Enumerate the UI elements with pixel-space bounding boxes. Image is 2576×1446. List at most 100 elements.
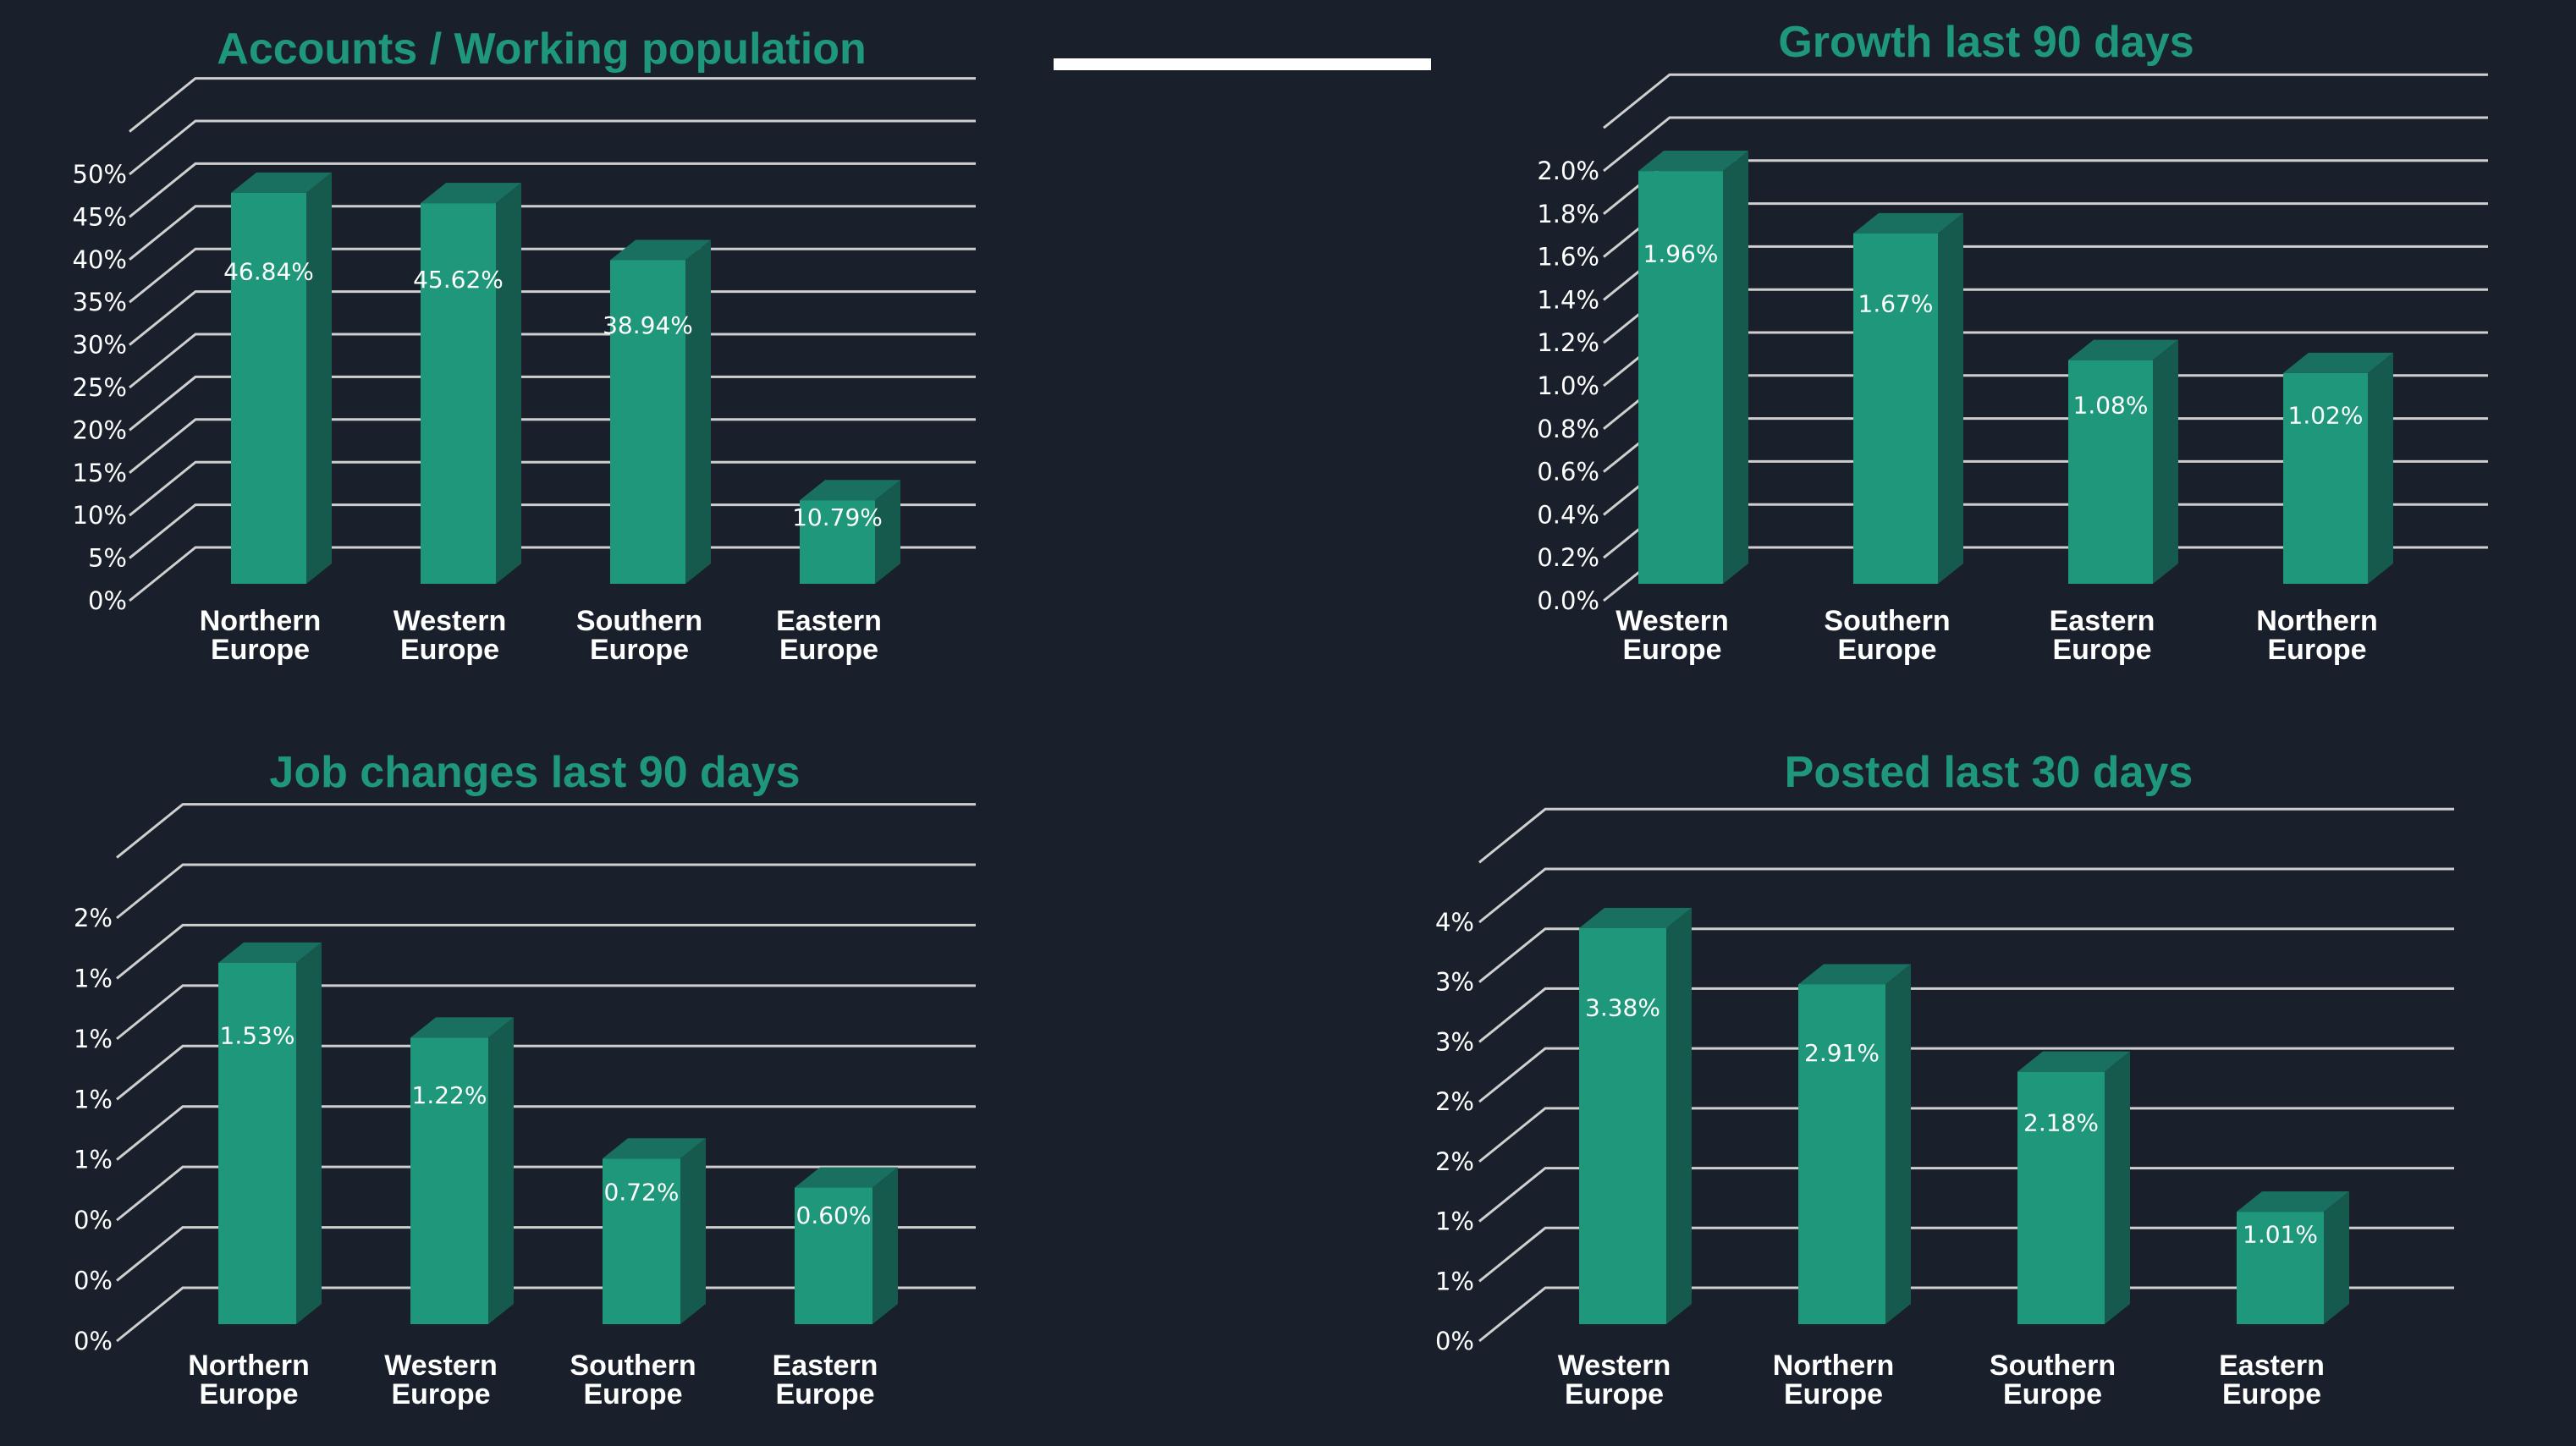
y-tick-label: 0%	[74, 1327, 113, 1355]
bar-front-face	[800, 500, 875, 584]
x-category-label: Europe	[775, 1378, 874, 1410]
chart-title: Accounts / Working population	[217, 25, 866, 74]
x-category-label: Europe	[1622, 634, 1721, 666]
bar-top-face	[421, 183, 521, 204]
gridline	[116, 1286, 976, 1343]
bar-side-face	[1885, 964, 1911, 1324]
gridline	[129, 162, 976, 218]
data-label: 1.53%	[220, 1021, 295, 1049]
bar-side-face	[1666, 907, 1692, 1324]
bar	[610, 239, 711, 584]
y-tick-label: 0%	[74, 1267, 113, 1295]
bar-top-face	[2017, 1051, 2130, 1072]
y-tick-label: 5%	[88, 544, 127, 573]
y-tick-label: 45%	[73, 202, 127, 231]
bar-front-face	[231, 192, 306, 585]
bar-top-face	[603, 1138, 706, 1159]
gridline	[116, 1105, 976, 1161]
y-tick-label: 25%	[73, 373, 127, 402]
data-label: 1.96%	[1643, 240, 1719, 268]
bar-front-face	[603, 1158, 680, 1324]
y-tick-label: 1%	[1435, 1267, 1474, 1295]
gridline	[116, 923, 976, 980]
chart-accounts-working-population: Accounts / Working population 0% 5% 10% 15% 2…	[0, 0, 1058, 702]
y-tick-label: 1.2%	[1537, 328, 1599, 357]
gridline	[1478, 987, 2454, 1043]
bar	[2017, 1051, 2130, 1324]
gridline	[129, 119, 976, 176]
y-tick-label: 1%	[74, 964, 113, 992]
bar-front-face	[2283, 372, 2368, 584]
bar	[231, 172, 332, 585]
data-label: 2.18%	[2023, 1108, 2099, 1136]
bar-front-face	[218, 962, 296, 1324]
data-label: 0.72%	[604, 1178, 680, 1206]
x-category-label: Northern	[188, 1350, 310, 1382]
bar-top-face	[1579, 907, 1692, 928]
bar-front-face	[795, 1187, 872, 1324]
bar-top-face	[610, 239, 711, 261]
gridline	[129, 503, 976, 559]
x-category-label: Europe	[400, 634, 499, 666]
y-tick-label: 0.2%	[1537, 543, 1599, 572]
bar-top-face	[1798, 964, 1911, 985]
y-tick-label: 0.4%	[1537, 500, 1599, 529]
y-tick-label: 0%	[1435, 1327, 1474, 1355]
gridline	[1478, 1047, 2454, 1103]
bar	[1853, 212, 1963, 584]
gridline	[129, 460, 976, 517]
data-label: 45.62%	[413, 266, 504, 294]
chart-svg: Growth last 90 days 0.0% 0.2% 0.4% 0.6% 0.8% 1…	[1537, 18, 2488, 666]
y-tick-label: 30%	[73, 331, 127, 360]
y-tick-label: 2%	[1435, 1087, 1474, 1116]
bar	[2068, 339, 2178, 584]
x-category-label: Europe	[2267, 634, 2366, 666]
bar-top-face	[1638, 151, 1748, 172]
gridline	[129, 418, 976, 474]
x-category-label: Northern	[1773, 1350, 1895, 1382]
gridline	[129, 375, 976, 432]
gridline	[129, 333, 976, 389]
bar-front-face	[610, 260, 685, 584]
chart-svg: Job changes last 90 days 0% 0% 0% 1% 1% 1% 1% 2%…	[74, 748, 976, 1410]
gridline	[116, 984, 976, 1041]
y-tick-label: 1.6%	[1537, 243, 1599, 272]
y-tick-label: 2.0%	[1537, 157, 1599, 185]
bar-side-face	[2368, 352, 2393, 584]
x-category-label: Northern	[200, 605, 322, 637]
x-category-label: Northern	[2256, 605, 2378, 637]
data-label: 0.60%	[796, 1201, 872, 1229]
data-label: 1.08%	[2073, 392, 2149, 420]
data-label: 1.01%	[2243, 1221, 2318, 1249]
gridline-top	[116, 803, 976, 859]
bar-front-face	[410, 1037, 488, 1324]
y-tick-label: 1%	[74, 1146, 113, 1174]
gridline-top	[1603, 73, 2488, 129]
gridline	[116, 1226, 976, 1282]
x-category-label: Europe	[2052, 634, 2151, 666]
bar-side-face	[2324, 1191, 2349, 1324]
bar-front-face	[1798, 984, 1885, 1324]
bar-side-face	[872, 1167, 898, 1324]
y-tick-label: 1%	[1435, 1207, 1474, 1236]
bar-side-face	[685, 239, 711, 584]
bar-front-face	[1579, 927, 1666, 1324]
x-category-label: Southern	[1824, 605, 1950, 637]
y-tick-label: 0.0%	[1537, 586, 1599, 615]
y-tick-label: 15%	[73, 459, 127, 487]
x-category-label: Western	[384, 1350, 498, 1382]
data-label: 1.22%	[412, 1081, 487, 1109]
bar-side-face	[306, 172, 332, 585]
gridline-top	[129, 77, 976, 133]
y-tick-label: 1.0%	[1537, 371, 1599, 400]
bar-side-face	[496, 183, 521, 585]
x-category-label: Europe	[2003, 1378, 2102, 1410]
chart-svg: Posted last 30 days 0% 1% 1% 2% 2% 3% 3% 4% 3.38%…	[1435, 748, 2454, 1410]
y-tick-label: 0.8%	[1537, 415, 1599, 443]
chart-title: Posted last 30 days	[1785, 748, 2193, 797]
bar-side-face	[296, 942, 322, 1324]
y-tick-label: 20%	[73, 415, 127, 444]
gridline	[116, 863, 976, 920]
gridline	[1478, 1167, 2454, 1223]
y-tick-label: 0%	[74, 1206, 113, 1234]
